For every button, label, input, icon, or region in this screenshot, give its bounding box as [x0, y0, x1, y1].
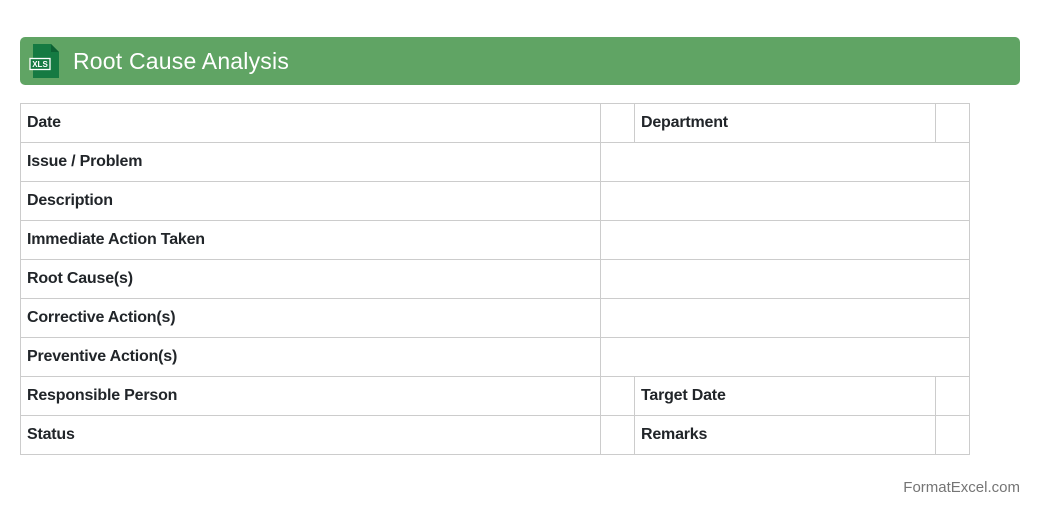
value-cell-issue-problem	[600, 142, 970, 182]
field-label-date: Date	[20, 103, 601, 143]
field-label-remarks: Remarks	[634, 415, 936, 455]
table-row-corrective-action: Corrective Action(s)	[20, 298, 970, 338]
value-cell-status	[600, 415, 635, 455]
table-row-preventive-action: Preventive Action(s)	[20, 337, 970, 377]
value-cell-remarks	[935, 415, 970, 455]
field-label-target-date: Target Date	[634, 376, 936, 416]
xls-file-icon: XLS	[29, 44, 59, 78]
table-row-immediate-action: Immediate Action Taken	[20, 220, 970, 260]
table-row-date-department: Date Department	[20, 103, 970, 143]
header-bar: XLS Root Cause Analysis	[20, 37, 1020, 85]
value-cell-description	[600, 181, 970, 221]
field-label-preventive-action: Preventive Action(s)	[20, 337, 601, 377]
file-icon-badge-label: XLS	[32, 60, 48, 69]
table-row-issue-problem: Issue / Problem	[20, 142, 970, 182]
field-label-description: Description	[20, 181, 601, 221]
value-cell-preventive-action	[600, 337, 970, 377]
field-label-responsible-person: Responsible Person	[20, 376, 601, 416]
value-cell-immediate-action	[600, 220, 970, 260]
value-cell-department	[935, 103, 970, 143]
field-label-issue-problem: Issue / Problem	[20, 142, 601, 182]
file-icon-badge	[29, 57, 51, 71]
table-row-responsible-target: Responsible Person Target Date	[20, 376, 970, 416]
field-label-root-cause: Root Cause(s)	[20, 259, 601, 299]
rca-form-table: Date Department Issue / Problem Descript…	[20, 103, 970, 455]
value-cell-responsible-person	[600, 376, 635, 416]
page-title: Root Cause Analysis	[73, 47, 290, 74]
file-icon-fold	[51, 44, 59, 52]
field-label-corrective-action: Corrective Action(s)	[20, 298, 601, 338]
field-label-immediate-action: Immediate Action Taken	[20, 220, 601, 260]
field-label-department: Department	[634, 103, 936, 143]
table-row-status-remarks: Status Remarks	[20, 415, 970, 455]
value-cell-corrective-action	[600, 298, 970, 338]
value-cell-root-cause	[600, 259, 970, 299]
value-cell-date	[600, 103, 635, 143]
table-row-description: Description	[20, 181, 970, 221]
site-credit: FormatExcel.com	[903, 479, 1020, 496]
field-label-status: Status	[20, 415, 601, 455]
value-cell-target-date	[935, 376, 970, 416]
table-row-root-cause: Root Cause(s)	[20, 259, 970, 299]
